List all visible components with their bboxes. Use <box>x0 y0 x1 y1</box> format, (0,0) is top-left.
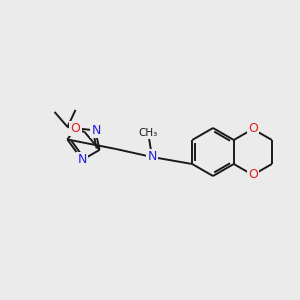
Text: N: N <box>147 151 157 164</box>
Text: N: N <box>92 124 101 137</box>
Text: CH₃: CH₃ <box>138 128 158 138</box>
Text: O: O <box>70 122 80 135</box>
Text: O: O <box>248 122 258 136</box>
Text: O: O <box>248 169 258 182</box>
Text: N: N <box>77 153 87 167</box>
